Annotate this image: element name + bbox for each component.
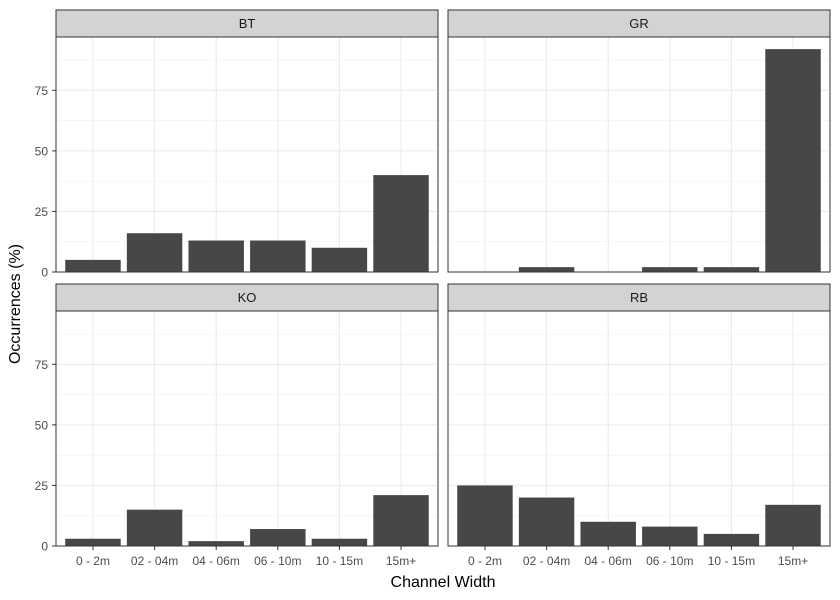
facet-strip <box>55 283 439 312</box>
x-tick-label: 04 - 06m <box>585 554 632 568</box>
facet-panel-bt: BT 0 25 50 75 <box>35 9 439 280</box>
bar-ko-2 <box>188 541 244 546</box>
y-tick-label: 0 <box>41 266 48 280</box>
bar-bt-4 <box>311 247 368 272</box>
bar-gr-3 <box>642 267 698 272</box>
bar-bt-0 <box>65 259 121 272</box>
bar-ko-3 <box>250 529 306 546</box>
x-tick-label: 15m+ <box>386 554 416 568</box>
bar-rb-3 <box>642 526 698 546</box>
bar-rb-5 <box>765 504 821 546</box>
bar-rb-1 <box>518 497 575 546</box>
facet-label: RB <box>630 290 648 305</box>
bar-gr-4 <box>703 267 760 272</box>
y-tick-label: 75 <box>35 84 49 98</box>
y-tick-label: 50 <box>35 144 49 158</box>
facet-panel-rb: RB 0 - 2m 02 - 04m 04 - 06m 06 - 10m 10 - 15m… <box>447 283 831 568</box>
panel-border <box>447 36 831 273</box>
x-tick-label: 04 - 06m <box>193 554 240 568</box>
x-axis-title: Channel Width <box>391 574 496 591</box>
bar-ko-5 <box>373 495 429 546</box>
x-tick-label: 0 - 2m <box>468 554 502 568</box>
y-tick-label: 50 <box>35 418 49 432</box>
facet-strip <box>55 9 439 38</box>
bar-bt-2 <box>188 240 244 272</box>
bar-gr-1 <box>518 267 575 272</box>
facet-label: GR <box>629 16 649 31</box>
bar-bt-1 <box>126 233 183 272</box>
x-tick-label: 10 - 15m <box>316 554 363 568</box>
bar-gr-5 <box>765 49 821 272</box>
facet-strip <box>447 9 831 38</box>
x-tick-label: 10 - 15m <box>708 554 755 568</box>
x-tick-label: 06 - 10m <box>646 554 693 568</box>
x-tick-label: 15m+ <box>778 554 808 568</box>
x-tick-label: 02 - 04m <box>523 554 570 568</box>
bar-ko-0 <box>65 538 121 546</box>
facet-label: KO <box>238 290 257 305</box>
bar-rb-4 <box>703 533 760 546</box>
bar-bt-5 <box>373 175 429 272</box>
bar-ko-4 <box>311 538 368 546</box>
x-tick-label: 0 - 2m <box>76 554 110 568</box>
panel-border <box>447 310 831 547</box>
facet-strip <box>447 283 831 312</box>
bar-bt-3 <box>250 240 306 272</box>
x-tick-label: 02 - 04m <box>131 554 178 568</box>
y-axis-title: Occurrences (%) <box>7 244 24 364</box>
x-tick-label: 06 - 10m <box>254 554 301 568</box>
bar-rb-0 <box>457 485 513 546</box>
y-tick-label: 0 <box>41 540 48 554</box>
bar-rb-2 <box>580 521 636 546</box>
facet-panel-gr: GR <box>447 9 831 273</box>
panel-border <box>55 36 439 273</box>
panel-border <box>55 310 439 547</box>
y-tick-label: 25 <box>35 479 49 493</box>
y-tick-label: 75 <box>35 358 49 372</box>
facet-panel-ko: KO 0 25 50 75 0 - 2m 02 - 04m 04 - 06m 06 - 10m 1… <box>35 283 439 568</box>
bar-ko-1 <box>126 509 183 546</box>
y-tick-label: 25 <box>35 205 49 219</box>
facet-label: BT <box>239 16 256 31</box>
